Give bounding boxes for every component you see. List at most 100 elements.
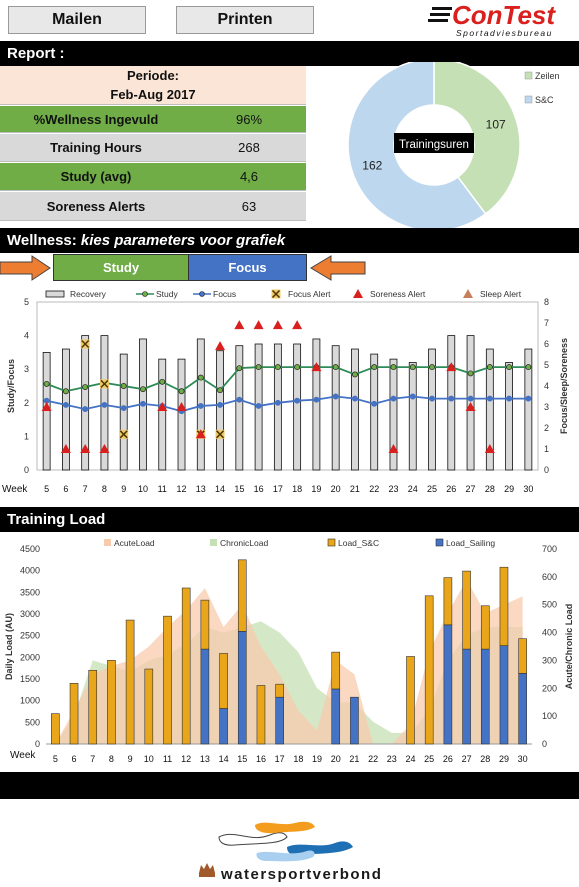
x-tick-label: 12: [177, 484, 187, 494]
y2-tick-label: 500: [542, 600, 557, 610]
study-point: [371, 364, 378, 371]
logo-text: ConTest: [452, 0, 556, 30]
soreness-alert-marker: [292, 320, 303, 330]
x-tick-label: 6: [63, 484, 68, 494]
focus-point: [197, 402, 204, 409]
pie-center-label: Trainingsuren: [399, 139, 469, 151]
load-sc-bar: [275, 683, 284, 698]
recovery-bar: [524, 348, 533, 471]
study-point: [390, 364, 397, 371]
legend-label: Load_Sailing: [446, 538, 495, 548]
x-tick-label: 7: [90, 754, 95, 764]
study-point: [274, 364, 281, 371]
focus-point: [486, 395, 493, 402]
crown-icon: [199, 863, 215, 877]
y2-tick-label: 600: [542, 572, 557, 582]
x-tick-label: 26: [446, 484, 456, 494]
load-sc-bar: [144, 668, 154, 745]
soreness-alert-marker: [388, 444, 399, 453]
wellness-header: Wellness: kies parameters voor grafiek: [0, 228, 579, 253]
y2-tick-label: 0: [542, 739, 547, 749]
focus-point: [351, 395, 358, 402]
x-tick-label: 24: [408, 484, 418, 494]
focus-point: [448, 395, 455, 402]
y2-tick-label: 400: [542, 628, 557, 638]
load-sc-bar: [51, 713, 60, 745]
wellness-filled-label: %Wellness Ingevuld: [0, 106, 192, 133]
x-tick-label: 5: [53, 754, 58, 764]
focus-point: [467, 395, 474, 402]
x-tick-label: 8: [102, 484, 107, 494]
study-avg-label: Study (avg): [0, 163, 192, 191]
x-tick-label: 9: [121, 484, 126, 494]
soreness-alert-marker: [41, 402, 52, 411]
recovery-bar: [119, 353, 128, 471]
study-point: [217, 387, 224, 394]
wave-logo-icon: [218, 821, 353, 862]
x-tick-label: 25: [424, 754, 434, 764]
load-sc-bar: [163, 615, 172, 745]
legend-swatch: [210, 539, 217, 546]
study-point: [197, 374, 204, 381]
focus-point: [140, 400, 146, 407]
load-sc-bar: [219, 653, 228, 709]
legend-swatch: [435, 538, 444, 547]
legend-swatch: [142, 291, 148, 297]
x-tick-label: 22: [368, 754, 378, 764]
y-tick-label: 5: [24, 297, 29, 307]
load-sailing-bar: [237, 631, 247, 745]
x-tick-label: 10: [144, 754, 154, 764]
watersportverbond-logo: watersportverbond: [199, 821, 381, 883]
x-tick-label: 19: [311, 484, 321, 494]
focus-point: [217, 401, 224, 408]
focus-alert-marker: [271, 289, 281, 299]
pie-value-label: 107: [486, 117, 506, 131]
x-tick-label: 15: [234, 484, 244, 494]
focus-point: [82, 406, 89, 413]
x-tick-label: 29: [499, 754, 509, 764]
x-tick-label: 18: [293, 754, 303, 764]
x-tick-label: 13: [196, 484, 206, 494]
load-sailing-bar: [219, 708, 228, 745]
study-point: [486, 364, 493, 371]
wellness-subtitle: kies parameters voor grafiek: [80, 232, 286, 249]
x-tick-label: 17: [275, 754, 285, 764]
load-sailing-bar: [480, 648, 490, 745]
recovery-bar: [62, 348, 70, 471]
sleep-alert-marker: [463, 289, 473, 298]
acuteload-area: [55, 579, 523, 744]
print-button[interactable]: Printen: [176, 6, 314, 34]
report-header: Report :: [0, 41, 579, 66]
mail-button[interactable]: Mailen: [8, 6, 146, 34]
param-select-left[interactable]: Study: [53, 254, 189, 281]
period-value: Feb-Aug 2017: [0, 85, 306, 105]
training-hours-value: 268: [192, 134, 306, 162]
soreness-alert-marker: [311, 362, 322, 372]
wellness-title: Wellness:: [7, 232, 81, 249]
study-point: [120, 383, 127, 389]
load-sailing-bar: [275, 696, 284, 745]
recovery-bar: [370, 353, 379, 471]
load-sc-bar: [424, 595, 434, 745]
legend-label: Load_S&C: [338, 538, 379, 548]
recovery-bar: [293, 343, 302, 471]
pie-center-label-bg: [394, 133, 474, 153]
param-select-right[interactable]: Focus: [188, 254, 307, 281]
y2-tick-label: 700: [542, 544, 557, 554]
x-tick-label: 16: [256, 754, 266, 764]
focus-point: [62, 401, 69, 408]
y-tick-label: 2500: [20, 631, 40, 641]
y-tick-label: 4000: [20, 566, 40, 576]
pie-value-label: 162: [362, 159, 382, 173]
left-arrow-icon: [0, 255, 51, 281]
x-axis-title: Week: [2, 484, 28, 495]
x-tick-label: 25: [427, 484, 437, 494]
x-tick-label: 15: [237, 754, 247, 764]
x-tick-label: 14: [219, 754, 229, 764]
study-point: [525, 364, 532, 371]
recovery-bar: [428, 348, 436, 471]
study-line: [46, 366, 529, 393]
x-tick-label: 19: [312, 754, 322, 764]
y-tick-label: 4: [24, 331, 29, 341]
